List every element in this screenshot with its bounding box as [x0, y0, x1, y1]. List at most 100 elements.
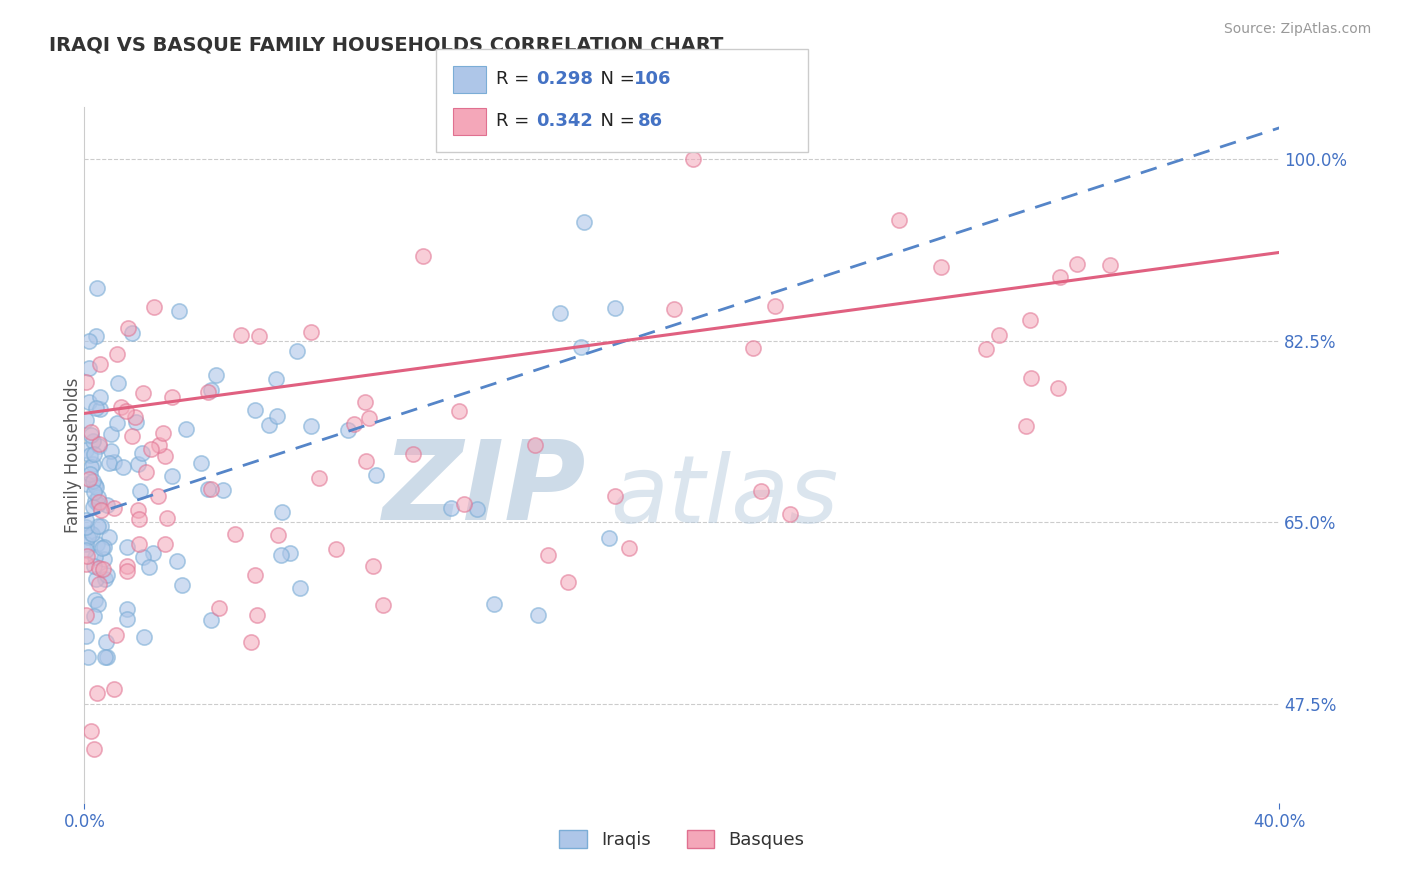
- Point: [84, 593, 107, 607]
- Point: [76, 549, 98, 563]
- Point: [103, 500, 125, 515]
- Point: [1098, 258, 1121, 272]
- Point: [299, 419, 322, 434]
- Point: [366, 468, 388, 483]
- Point: [83, 494, 105, 508]
- Point: [79, 448, 101, 462]
- Point: [278, 546, 301, 560]
- Point: [174, 422, 197, 436]
- Point: [574, 215, 596, 229]
- Point: [197, 482, 219, 496]
- Point: [229, 327, 252, 342]
- Point: [94, 634, 117, 648]
- Point: [83, 742, 105, 756]
- Text: R =: R =: [496, 70, 536, 88]
- Point: [86, 597, 108, 611]
- Point: [152, 425, 174, 440]
- Point: [765, 299, 787, 313]
- Point: [361, 559, 384, 574]
- Point: [160, 468, 183, 483]
- Point: [1021, 371, 1043, 385]
- Point: [96, 650, 118, 665]
- Point: [97, 456, 120, 470]
- Point: [83, 484, 105, 499]
- Point: [139, 442, 162, 457]
- Point: [603, 489, 626, 503]
- Point: [128, 537, 150, 551]
- Point: [87, 577, 110, 591]
- Point: [779, 508, 801, 522]
- Point: [239, 635, 262, 649]
- Point: [115, 558, 138, 573]
- Point: [77, 472, 100, 486]
- Point: [353, 395, 375, 409]
- Point: [83, 559, 105, 574]
- Point: [87, 437, 110, 451]
- Point: [132, 549, 155, 564]
- Point: [104, 628, 127, 642]
- Point: [1049, 269, 1071, 284]
- Point: [569, 340, 592, 354]
- Point: [537, 549, 560, 563]
- Point: [82, 500, 104, 515]
- Point: [82, 474, 104, 488]
- Text: 0.342: 0.342: [536, 112, 592, 130]
- Point: [100, 444, 122, 458]
- Point: [129, 483, 152, 498]
- Point: [482, 597, 505, 611]
- Point: [1014, 419, 1036, 434]
- Point: [343, 417, 366, 431]
- Point: [86, 518, 108, 533]
- Point: [79, 525, 101, 540]
- Point: [224, 527, 246, 541]
- Point: [75, 413, 97, 427]
- Point: [200, 482, 222, 496]
- Point: [77, 530, 100, 544]
- Point: [111, 459, 134, 474]
- Point: [1019, 313, 1042, 327]
- Point: [527, 607, 550, 622]
- Point: [557, 574, 579, 589]
- Point: [89, 390, 111, 404]
- Point: [79, 724, 101, 739]
- Point: [412, 249, 434, 263]
- Text: IRAQI VS BASQUE FAMILY HOUSEHOLDS CORRELATION CHART: IRAQI VS BASQUE FAMILY HOUSEHOLDS CORREL…: [49, 36, 724, 54]
- Point: [974, 342, 997, 356]
- Point: [87, 498, 110, 512]
- Point: [205, 368, 228, 382]
- Point: [287, 343, 309, 358]
- Point: [138, 559, 160, 574]
- Point: [1066, 258, 1088, 272]
- Y-axis label: Family Households: Family Households: [65, 377, 82, 533]
- Point: [87, 561, 110, 575]
- Point: [86, 572, 108, 586]
- Point: [359, 411, 381, 425]
- Point: [82, 434, 104, 448]
- Point: [75, 557, 97, 571]
- Point: [208, 601, 231, 615]
- Point: [524, 438, 547, 452]
- Point: [402, 447, 425, 461]
- Point: [86, 536, 108, 550]
- Point: [142, 546, 165, 560]
- Point: [91, 541, 114, 555]
- Point: [117, 321, 139, 335]
- Point: [247, 328, 270, 343]
- Point: [76, 607, 98, 622]
- Point: [121, 429, 143, 443]
- Point: [105, 346, 128, 360]
- Point: [84, 401, 107, 415]
- Point: [96, 567, 118, 582]
- Point: [98, 530, 121, 544]
- Text: 86: 86: [638, 112, 664, 130]
- Point: [259, 417, 281, 432]
- Point: [132, 386, 155, 401]
- Point: [449, 404, 471, 418]
- Point: [172, 578, 194, 592]
- Point: [440, 500, 463, 515]
- Point: [243, 568, 266, 582]
- Point: [82, 457, 104, 471]
- Text: R =: R =: [496, 112, 536, 130]
- Point: [371, 599, 394, 613]
- Point: [84, 480, 107, 494]
